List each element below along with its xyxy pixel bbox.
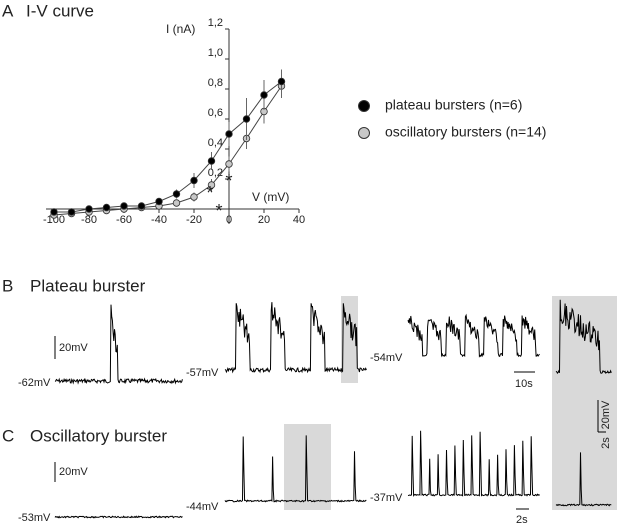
voltage-trace [555,299,612,374]
panel-title: Oscillatory burster [30,426,167,445]
legend-label: plateau bursters (n=6) [385,97,522,113]
data-point [137,202,146,210]
potential-label: -62mV [18,377,51,389]
data-point [242,115,251,123]
potential-label: -54mV [370,352,403,364]
x-tick-label: 0 [226,214,232,226]
data-point [190,176,198,185]
potential-label: -37mV [370,492,403,504]
scale-label: 2s [516,514,528,526]
panel-label: B [2,276,13,295]
data-point [50,208,58,216]
x-axis-label: V (mV) [252,190,289,204]
y-tick-label: 1,0 [208,47,223,59]
voltage-trace [224,302,367,374]
x-tick-label: 40 [293,214,305,226]
scale-label: 2s [600,437,612,449]
y-tick-label: 0,4 [208,137,223,149]
voltage-trace [224,435,367,503]
annotation: * [206,183,213,203]
legend-label: oscillatory bursters (n=14) [385,124,546,140]
data-point [67,208,76,216]
data-point [207,181,216,189]
data-point [190,193,198,201]
panel-label: A [2,1,14,20]
data-point [120,202,128,210]
legend-marker [358,100,370,112]
y-tick-label: 0,2 [208,167,223,179]
series-line [54,81,282,213]
scale-label: 20mV [59,342,88,354]
x-tick-label: -40 [151,214,167,226]
legend-marker [358,127,370,139]
data-point [172,190,181,198]
voltage-trace [407,313,540,358]
annotation: * [225,171,232,191]
data-point [172,199,181,207]
data-point [85,205,93,213]
data-point [225,160,233,168]
panel-title: Plateau burster [30,276,146,295]
y-tick-label: 0,8 [208,77,223,89]
scale-label: 20mV [59,466,88,478]
panel-label: C [2,426,14,445]
scale-label: 20mV [600,400,612,429]
voltage-trace [407,430,540,498]
potential-label: -44mV [186,501,219,513]
highlight [341,296,358,383]
y-tick-label: 1,2 [208,17,223,29]
data-point [260,91,268,99]
x-tick-label: -80 [81,214,97,226]
voltage-trace [555,452,612,507]
y-tick-label: 0,6 [208,107,223,119]
data-point [277,77,286,86]
data-point [207,157,216,165]
x-tick-label: -60 [116,214,132,226]
scale-label: 10s [515,378,533,390]
data-point [155,197,163,206]
inset-panel [552,296,617,510]
voltage-trace [54,515,183,519]
x-tick-label: 20 [258,214,270,226]
voltage-trace [54,304,183,385]
x-tick-label: -20 [186,214,202,226]
chart-title: I-V curve [26,1,94,20]
series-line [53,85,282,216]
x-tick-label: -100 [43,214,65,226]
data-point [225,130,233,138]
potential-label: -57mV [186,367,219,379]
potential-label: -53mV [18,512,51,524]
y-axis-label: I (nA) [166,22,195,36]
annotation: * [215,201,222,221]
data-point [102,203,111,212]
